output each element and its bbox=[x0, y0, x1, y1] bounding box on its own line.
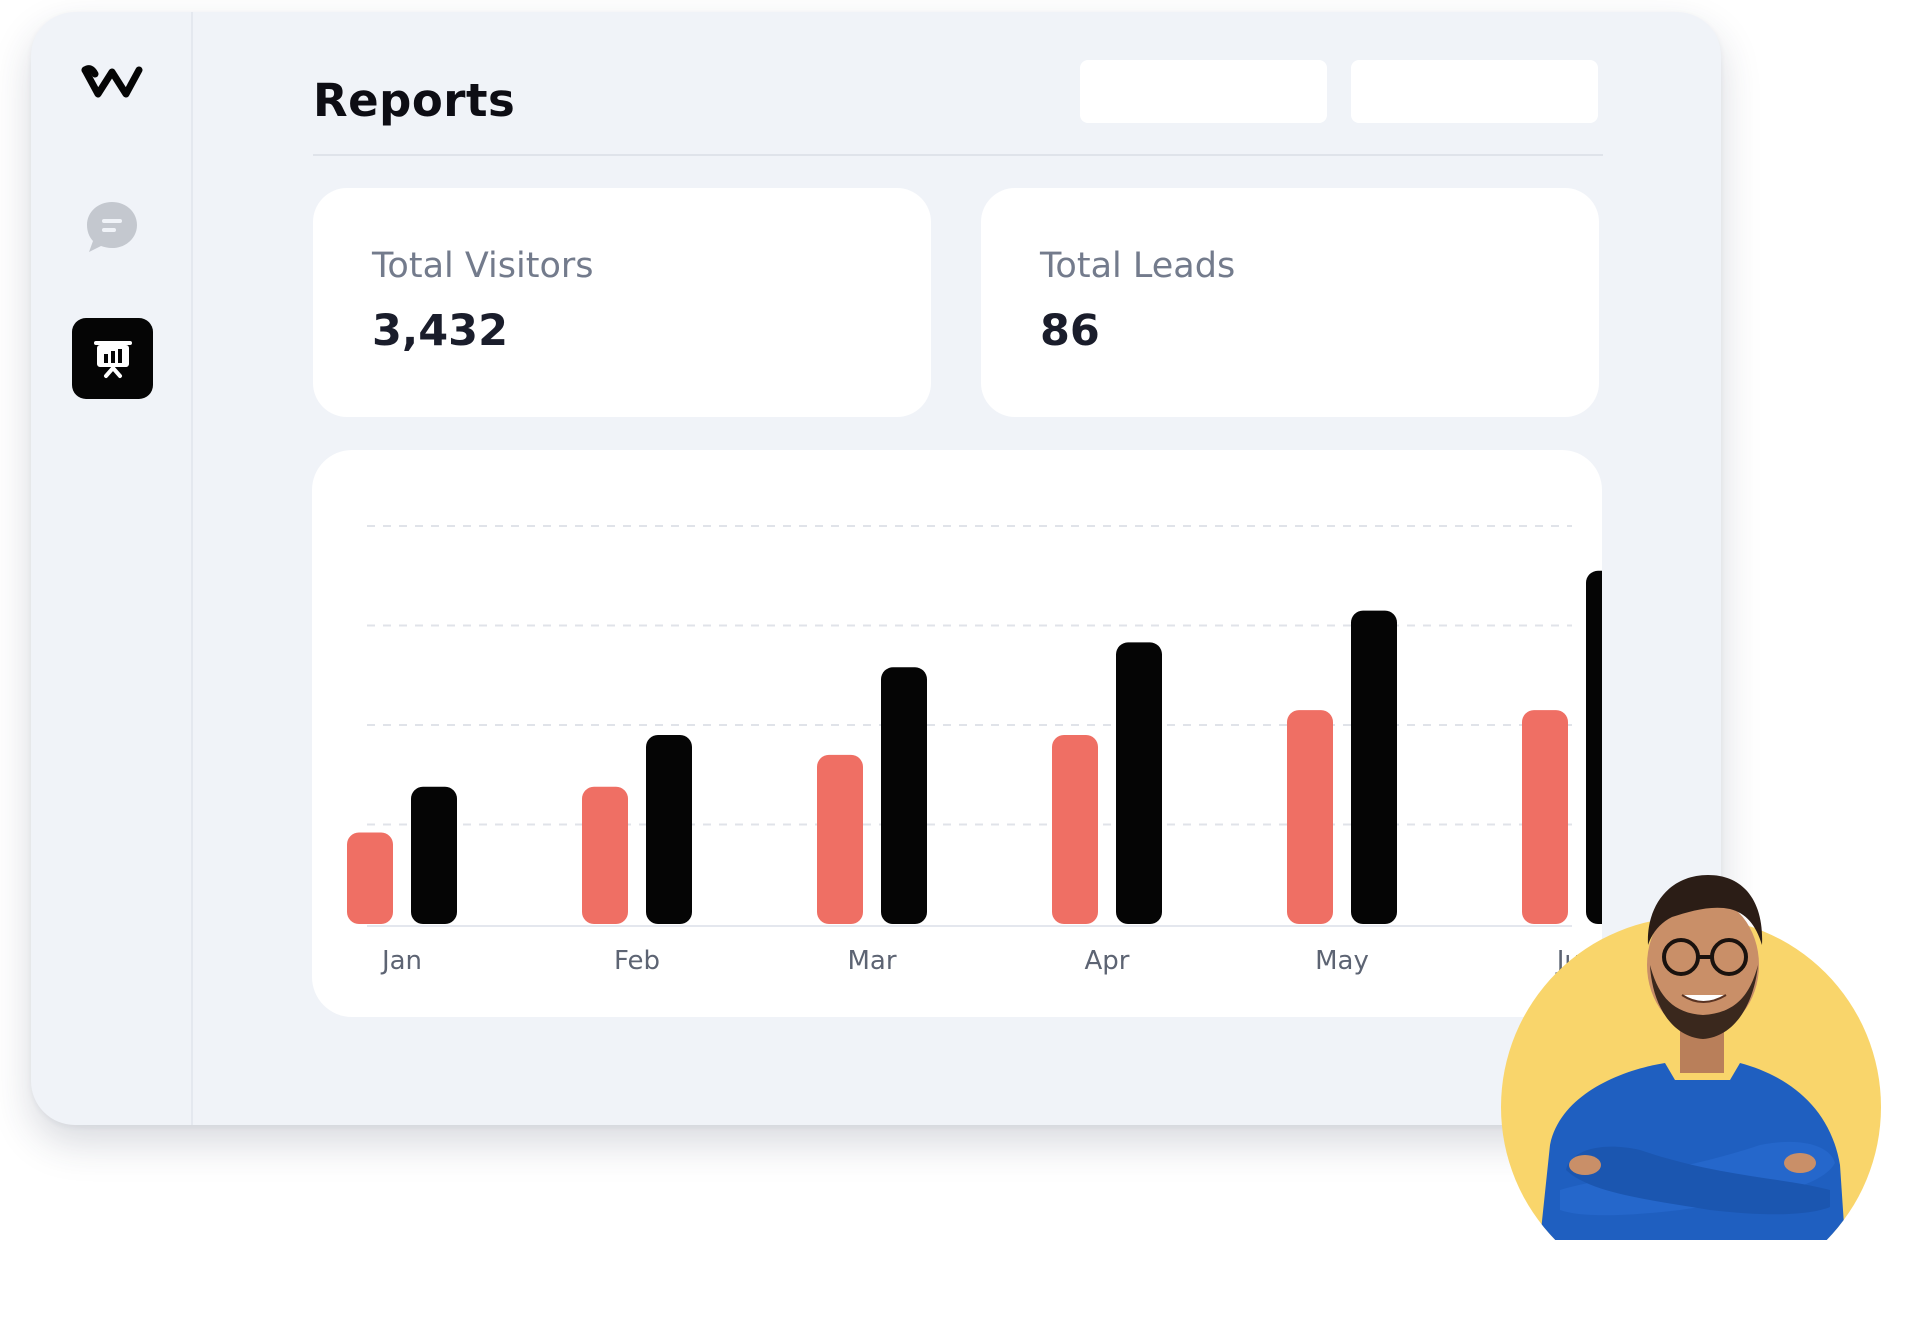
bar-apr-series-1 bbox=[1052, 734, 1098, 924]
bar-jan-series-2 bbox=[411, 786, 457, 924]
sidebar bbox=[31, 12, 193, 1125]
bar-apr-series-2 bbox=[1116, 642, 1162, 924]
user-avatar bbox=[1501, 875, 1881, 1240]
stat-card-leads: Total Leads 86 bbox=[981, 188, 1599, 417]
bar-jun-series-2 bbox=[1586, 570, 1602, 924]
x-tick-label: May bbox=[1315, 946, 1369, 976]
w-logo-icon[interactable] bbox=[81, 58, 143, 106]
stat-value-leads: 86 bbox=[1040, 306, 1100, 356]
x-tick-label: Apr bbox=[1085, 946, 1130, 976]
bar-may-series-2 bbox=[1351, 610, 1397, 924]
chat-bubble-icon[interactable] bbox=[83, 198, 141, 256]
bar-jan-series-1 bbox=[347, 832, 393, 924]
app-window: Reports Total Visitors 3,432 Total Leads… bbox=[31, 12, 1721, 1125]
bar-mar-series-2 bbox=[881, 667, 927, 924]
bar-may-series-1 bbox=[1287, 710, 1333, 924]
header-button-2[interactable] bbox=[1351, 60, 1598, 123]
bar-feb-series-1 bbox=[582, 786, 628, 924]
header-button-1[interactable] bbox=[1080, 60, 1327, 123]
chart-card: JanFebMarAprMayJun bbox=[312, 450, 1602, 1017]
stat-card-visitors: Total Visitors 3,432 bbox=[313, 188, 931, 417]
presentation-chart-icon bbox=[93, 340, 132, 378]
bar-feb-series-2 bbox=[646, 734, 692, 924]
stat-label-leads: Total Leads bbox=[1040, 246, 1236, 286]
x-tick-label: Feb bbox=[614, 946, 660, 976]
sidebar-item-reports[interactable] bbox=[72, 318, 153, 399]
bar-mar-series-1 bbox=[817, 754, 863, 924]
stat-value-visitors: 3,432 bbox=[372, 306, 509, 356]
bar-chart: JanFebMarAprMayJun bbox=[347, 525, 1602, 976]
stat-label-visitors: Total Visitors bbox=[372, 246, 594, 286]
x-tick-label: Mar bbox=[847, 946, 896, 976]
page-title: Reports bbox=[313, 74, 516, 127]
header-divider bbox=[313, 154, 1603, 156]
bar-jun-series-1 bbox=[1522, 710, 1568, 924]
x-tick-label: Jan bbox=[380, 946, 422, 976]
